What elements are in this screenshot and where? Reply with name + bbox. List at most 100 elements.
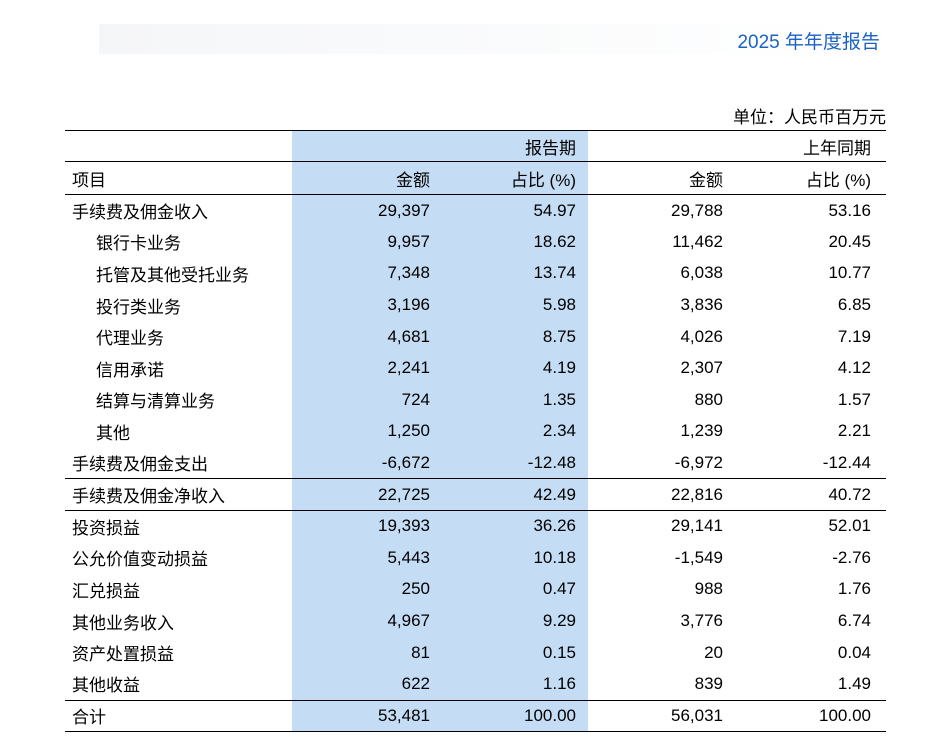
prior-ratio-cell: 1.76 [837, 579, 871, 599]
prior-ratio-cell: 0.04 [837, 642, 871, 662]
current-amount-cell: 4,967 [292, 605, 438, 637]
table-row: 其他业务收入 4,967 9.29 3,776 6.74 [65, 605, 886, 637]
prior-amount-cell: 3,836 [680, 295, 723, 315]
row-item-label: 公允价值变动损益 [72, 550, 208, 570]
current-ratio-cell: 2.34 [438, 415, 588, 448]
row-item-label: 托管及其他受托业务 [96, 265, 249, 285]
table-body: 手续费及佣金收入 29,397 54.97 29,788 53.16 银行卡业务 9,957… [65, 194, 886, 732]
prior-amount-cell: -6,972 [674, 452, 723, 472]
row-item-label: 其他业务收入 [72, 613, 174, 633]
current-amount-cell: 22,725 [292, 478, 438, 511]
prior-ratio-cell: 100.00 [735, 699, 886, 732]
prior-ratio-cell: 6.85 [837, 295, 871, 315]
current-ratio-cell: 42.49 [438, 478, 588, 511]
prior-amount-cell: 29,788 [671, 200, 723, 220]
prior-amount-cell: 29,141 [671, 516, 723, 536]
table-row: 公允价值变动损益 5,443 10.18 -1,549 -2.76 [65, 542, 886, 574]
table-row: 资产处置损益 81 0.15 20 0.04 [65, 636, 886, 669]
current-ratio-cell: 8.75 [438, 320, 588, 353]
table-row: 手续费及佣金收入 29,397 54.97 29,788 53.16 [65, 194, 886, 227]
table-row: 手续费及佣金支出 -6,672 -12.48 -6,972 -12.44 [65, 447, 886, 479]
prior-amount-cell: 1,239 [680, 421, 723, 441]
current-amount-cell: -6,672 [292, 447, 438, 479]
row-item-label: 投资损益 [72, 518, 140, 538]
prior-ratio-cell: 1.49 [837, 673, 871, 693]
row-item-label: 结算与清算业务 [96, 392, 215, 412]
current-ratio-cell: 5.98 [438, 289, 588, 321]
table-header: 报告期 上年同期 项目 金额 占比 (%) 金额 占比 (%) [65, 130, 886, 195]
prior-amount-cell: 880 [694, 389, 723, 409]
prior-ratio-cell: 40.72 [735, 478, 886, 511]
current-amount-cell: 4,681 [292, 320, 438, 353]
prior-ratio-cell: 6.74 [837, 611, 871, 631]
table-row: 信用承诺 2,241 4.19 2,307 4.12 [65, 352, 886, 385]
table-row: 其他收益 622 1.16 839 1.49 [65, 668, 886, 700]
column-group-current-period: 报告期 [292, 130, 588, 162]
current-ratio-cell: 13.74 [438, 257, 588, 290]
row-item-label: 合计 [65, 699, 292, 732]
current-amount-cell: 19,393 [292, 510, 438, 543]
row-item-label: 银行卡业务 [96, 234, 181, 254]
current-ratio-cell: 10.18 [438, 542, 588, 574]
current-amount-cell: 1,250 [292, 415, 438, 448]
table-row: 合计 53,481 100.00 56,031 100.00 [65, 699, 886, 732]
current-amount-cell: 53,481 [292, 699, 438, 732]
current-ratio-cell: 9.29 [438, 605, 588, 637]
current-ratio-cell: 18.62 [438, 226, 588, 258]
unit-note: 单位：人民币百万元 [733, 108, 886, 127]
current-ratio-cell: 54.97 [438, 194, 588, 227]
column-group-prior-period: 上年同期 [588, 130, 886, 162]
current-amount-cell: 7,348 [292, 257, 438, 290]
prior-ratio-cell: 10.77 [828, 263, 871, 283]
table-row: 汇兑损益 250 0.47 988 1.76 [65, 573, 886, 606]
header-spacer-cell [65, 130, 292, 162]
header-period-row: 报告期 上年同期 [65, 130, 886, 162]
current-ratio-cell: 1.35 [438, 384, 588, 416]
prior-amount-cell: 6,038 [680, 263, 723, 283]
prior-ratio-cell: 2.21 [837, 421, 871, 441]
column-prior-amount-header: 金额 [588, 161, 735, 195]
prior-amount-cell: 4,026 [680, 326, 723, 346]
prior-ratio-cell: -12.44 [822, 452, 871, 472]
prior-amount-cell: 839 [694, 673, 723, 693]
current-amount-cell: 9,957 [292, 226, 438, 258]
current-ratio-cell: -12.48 [438, 447, 588, 479]
row-item-label: 信用承诺 [96, 360, 164, 380]
prior-ratio-cell: 53.16 [828, 200, 871, 220]
current-amount-cell: 250 [292, 573, 438, 606]
row-item-label: 手续费及佣金支出 [72, 455, 208, 475]
row-item-label: 资产处置损益 [72, 645, 174, 665]
current-amount-cell: 81 [292, 636, 438, 669]
table-row: 投资损益 19,393 36.26 29,141 52.01 [65, 510, 886, 543]
current-ratio-cell: 4.19 [438, 352, 588, 385]
current-ratio-cell: 0.15 [438, 636, 588, 669]
column-current-ratio-header: 占比 (%) [438, 161, 588, 195]
table-row: 代理业务 4,681 8.75 4,026 7.19 [65, 320, 886, 353]
row-item-label: 手续费及佣金收入 [72, 203, 208, 223]
column-prior-ratio-header: 占比 (%) [735, 161, 886, 195]
prior-ratio-cell: 20.45 [828, 231, 871, 251]
prior-ratio-cell: 1.57 [837, 389, 871, 409]
current-amount-cell: 3,196 [292, 289, 438, 321]
prior-ratio-cell: 52.01 [828, 516, 871, 536]
current-ratio-cell: 100.00 [438, 699, 588, 732]
prior-amount-cell: 988 [694, 579, 723, 599]
current-amount-cell: 29,397 [292, 194, 438, 227]
table-row: 投行类业务 3,196 5.98 3,836 6.85 [65, 289, 886, 321]
table-row: 结算与清算业务 724 1.35 880 1.57 [65, 384, 886, 416]
table-row: 手续费及佣金净收入 22,725 42.49 22,816 40.72 [65, 478, 886, 511]
row-item-label: 其他收益 [72, 676, 140, 696]
column-current-amount-header: 金额 [292, 161, 438, 195]
table-row: 其他 1,250 2.34 1,239 2.21 [65, 415, 886, 448]
prior-amount-cell: 3,776 [680, 611, 723, 631]
prior-amount-cell: 2,307 [680, 358, 723, 378]
row-item-label: 其他 [96, 423, 130, 443]
prior-ratio-cell: -2.76 [832, 547, 871, 567]
row-item-label: 投行类业务 [96, 297, 181, 317]
page-header-band [99, 24, 861, 54]
report-title: 2025 年年度报告 [737, 32, 880, 53]
current-ratio-cell: 1.16 [438, 668, 588, 700]
row-item-label: 代理业务 [96, 329, 164, 349]
prior-amount-cell: 11,462 [672, 231, 723, 251]
